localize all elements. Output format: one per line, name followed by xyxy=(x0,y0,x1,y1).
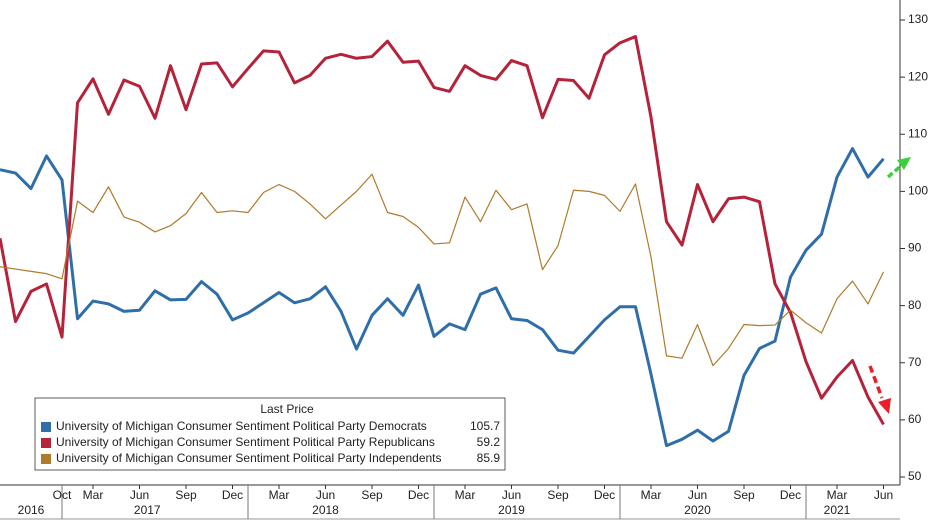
year-label: 2021 xyxy=(824,503,851,517)
x-tick-label: Dec xyxy=(222,488,243,502)
y-tick-label: 70 xyxy=(908,355,922,369)
y-tick-label: 80 xyxy=(908,298,922,312)
legend-title: Last Price xyxy=(260,402,314,416)
x-tick-label: Jun xyxy=(688,488,707,502)
series-line xyxy=(0,173,885,367)
year-label: 2016 xyxy=(18,503,45,517)
x-tick-label: Mar xyxy=(641,488,662,502)
legend-label: University of Michigan Consumer Sentimen… xyxy=(56,451,442,465)
legend-value: 105.7 xyxy=(470,419,500,433)
legend-swatch xyxy=(41,438,51,448)
x-tick-label: Dec xyxy=(594,488,615,502)
y-tick-label: 130 xyxy=(908,12,928,26)
x-tick-label: Sep xyxy=(361,488,383,502)
y-tick-label: 110 xyxy=(908,126,927,140)
red-arrow xyxy=(868,365,891,414)
year-label: 2020 xyxy=(684,503,711,517)
legend-swatch xyxy=(41,454,51,464)
legend-value: 85.9 xyxy=(477,451,501,465)
x-tick-label: Jun xyxy=(130,488,149,502)
legend-label: University of Michigan Consumer Sentimen… xyxy=(56,419,427,433)
series-line xyxy=(0,35,885,426)
y-tick-label: 50 xyxy=(908,469,922,483)
x-tick-label: Mar xyxy=(83,488,104,502)
year-label: 2018 xyxy=(312,503,339,517)
x-tick-label: Jun xyxy=(316,488,335,502)
x-tick-label: Jun xyxy=(874,488,893,502)
legend-label: University of Michigan Consumer Sentimen… xyxy=(56,435,435,449)
y-tick-label: 120 xyxy=(908,69,928,83)
x-tick-label: Mar xyxy=(827,488,848,502)
x-tick-label: Dec xyxy=(780,488,801,502)
x-tick-label: Jun xyxy=(502,488,521,502)
legend: Last Price University of Michigan Consume… xyxy=(34,397,506,471)
x-tick-label: Sep xyxy=(547,488,569,502)
legend-swatch xyxy=(41,422,51,432)
x-tick-label: Dec xyxy=(408,488,429,502)
y-tick-label: 90 xyxy=(908,241,922,255)
x-tick-label: Sep xyxy=(733,488,755,502)
series-line xyxy=(0,147,885,448)
x-tick-label: Mar xyxy=(455,488,476,502)
year-label: 2019 xyxy=(498,503,525,517)
year-label: 2017 xyxy=(134,503,161,517)
y-tick-label: 60 xyxy=(908,412,922,426)
legend-value: 59.2 xyxy=(477,435,501,449)
y-tick-label: 100 xyxy=(908,184,928,198)
legend-box xyxy=(34,397,506,471)
x-tick-label: Mar xyxy=(269,488,290,502)
green-arrow xyxy=(886,157,911,179)
x-tick-label: Sep xyxy=(175,488,197,502)
